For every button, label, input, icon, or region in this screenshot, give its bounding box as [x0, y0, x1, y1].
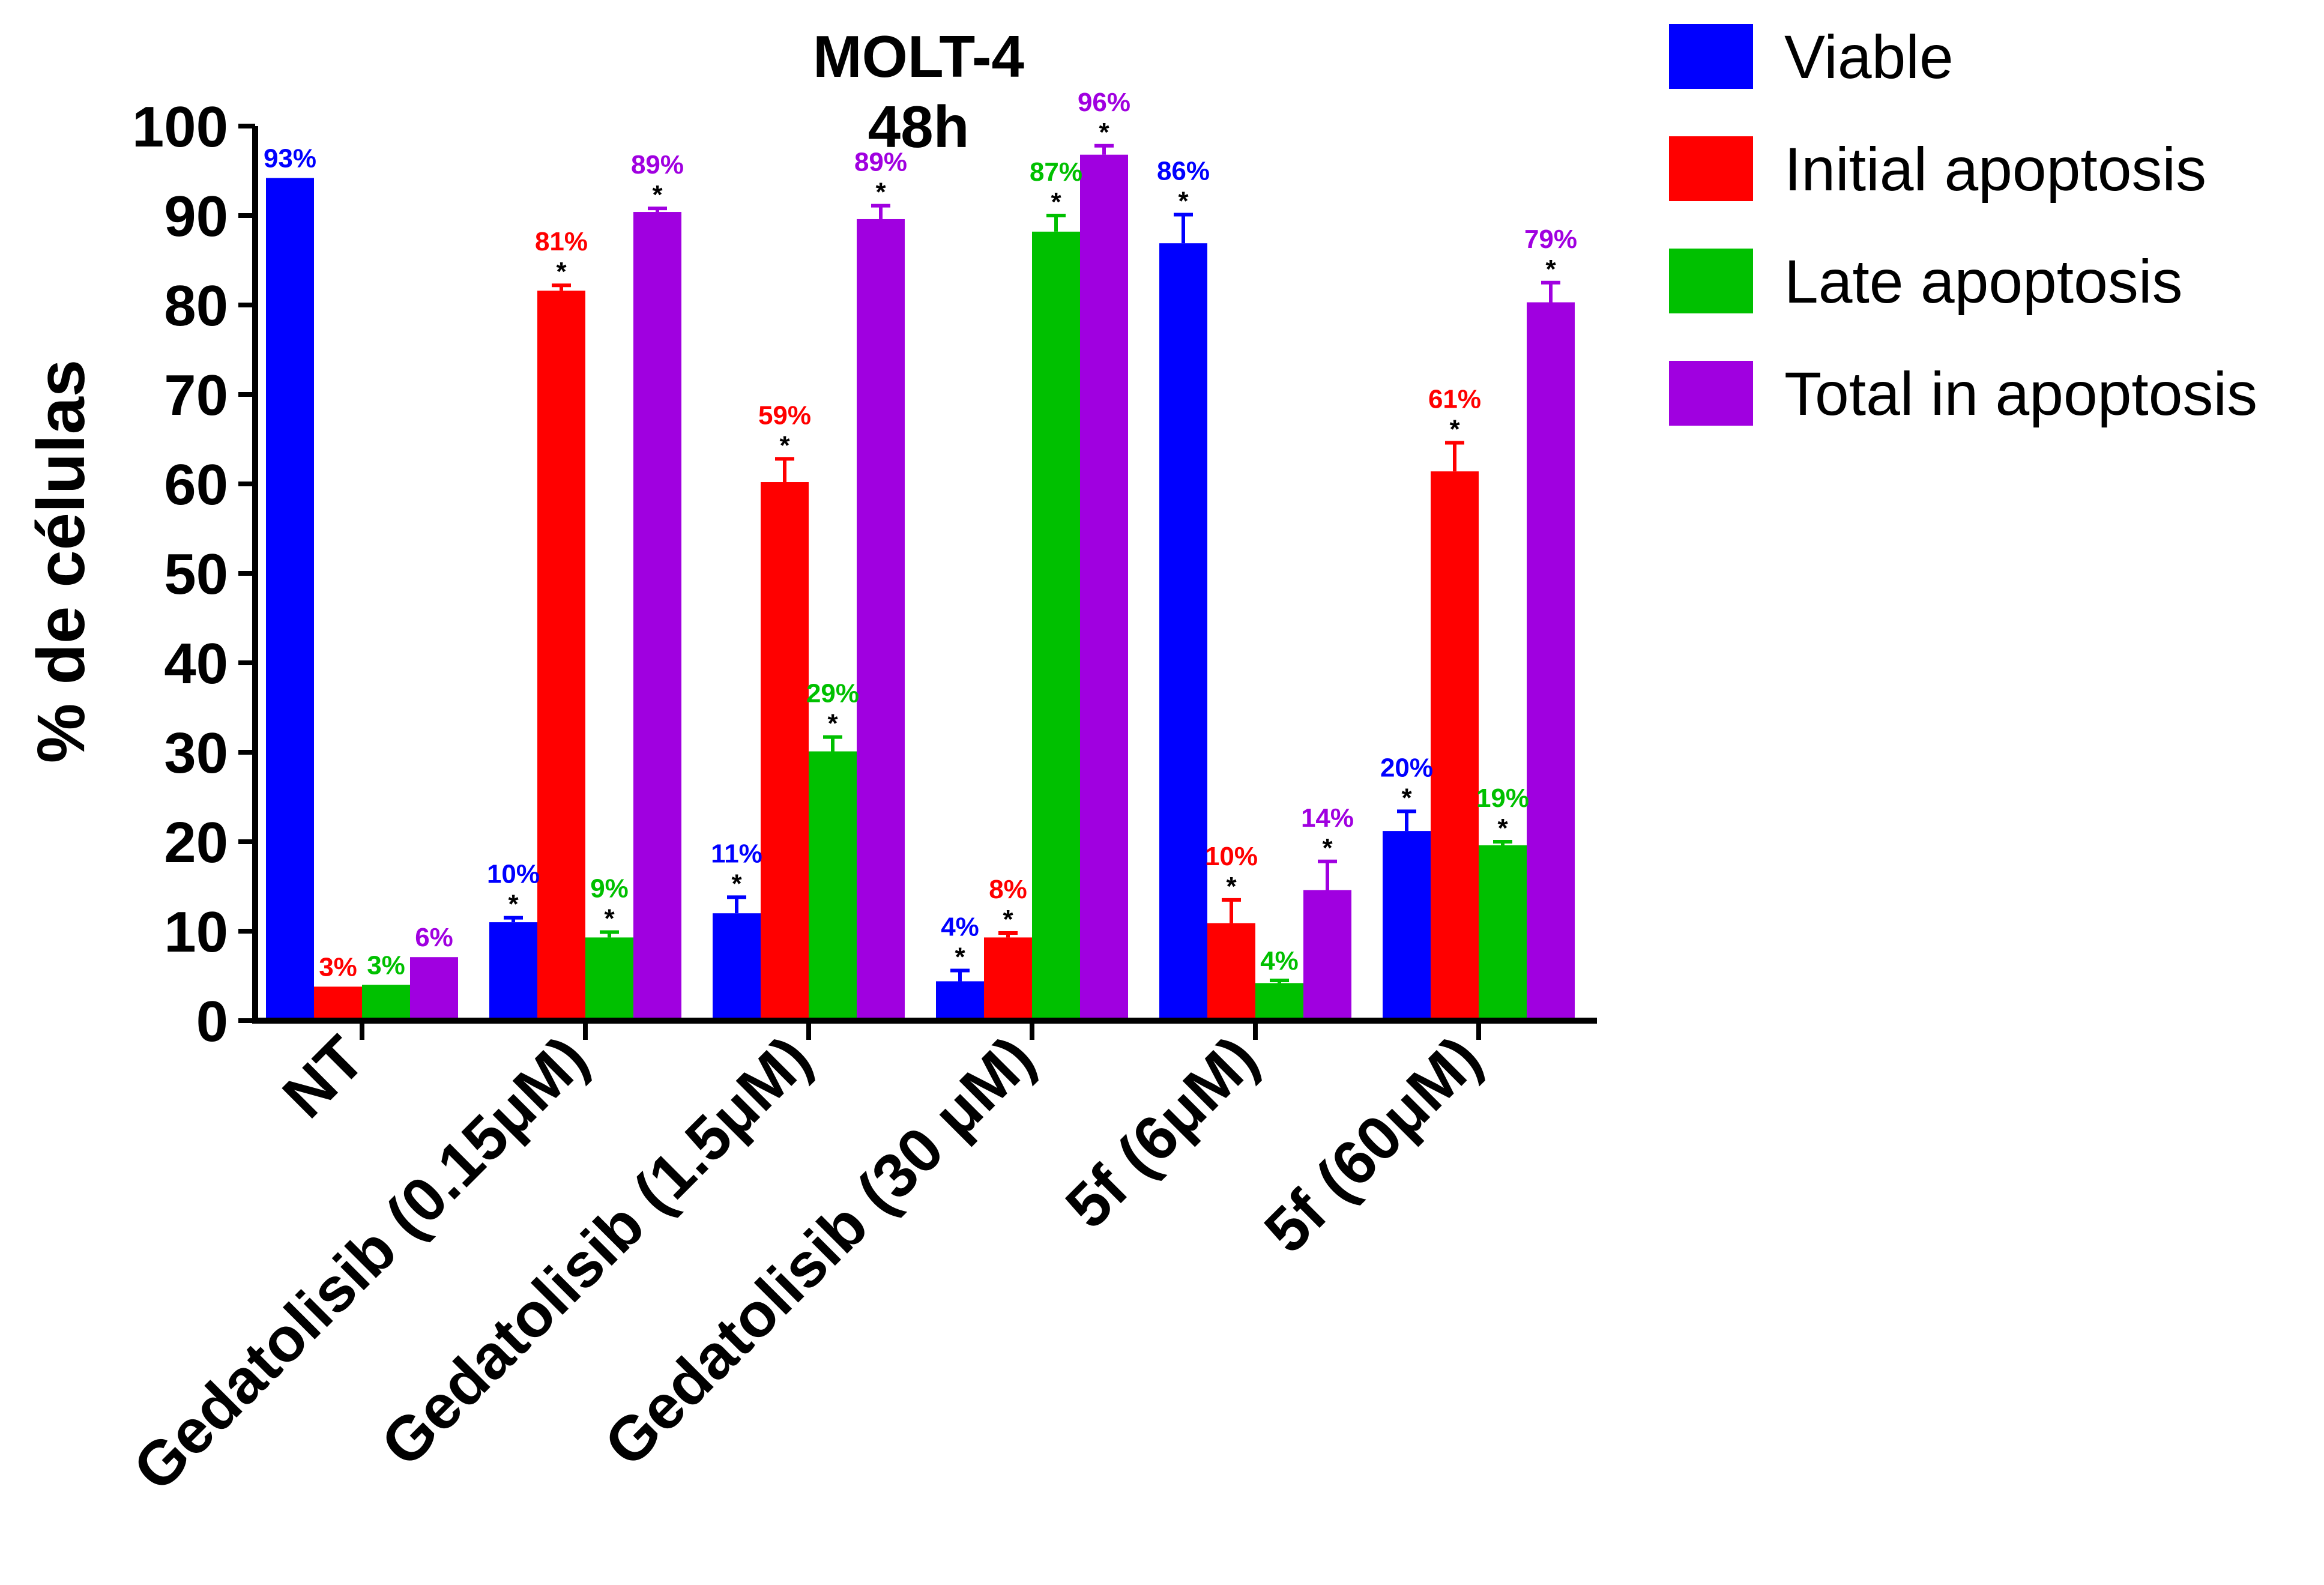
data-label-2-0: 3% — [367, 950, 405, 980]
data-label-0-3: 4% — [941, 913, 979, 942]
significance-star-2-2: * — [827, 709, 838, 738]
chart-title: MOLT-4 — [813, 23, 1024, 89]
significance-star-1-1: * — [556, 257, 567, 286]
bar-1-1 — [537, 291, 585, 1021]
bar-3-1 — [633, 212, 681, 1021]
legend-label-3: Total in apoptosis — [1784, 360, 2257, 428]
legend-label-1: Initial apoptosis — [1784, 135, 2206, 204]
bar-2-0 — [362, 985, 410, 1021]
data-label-2-2: 29% — [806, 679, 859, 708]
bar-0-1 — [489, 922, 537, 1021]
significance-star-2-1: * — [604, 904, 615, 933]
significance-star-1-3: * — [1003, 905, 1013, 934]
significance-star-3-1: * — [652, 180, 663, 210]
data-label-0-0: 93% — [264, 143, 316, 173]
data-label-2-4: 4% — [1260, 946, 1299, 976]
data-label-0-4: 86% — [1157, 157, 1210, 186]
data-label-3-2: 89% — [854, 148, 907, 177]
bar-2-4 — [1255, 983, 1303, 1021]
y-tick-label-10: 100 — [132, 95, 228, 159]
data-label-1-3: 8% — [989, 875, 1027, 904]
significance-star-1-4: * — [1226, 872, 1237, 901]
bar-1-2 — [761, 482, 809, 1021]
data-label-0-1: 10% — [487, 860, 540, 889]
data-label-1-1: 81% — [535, 227, 588, 256]
significance-star-0-1: * — [508, 890, 519, 919]
y-tick-label-8: 80 — [164, 274, 228, 338]
bar-2-2 — [809, 751, 857, 1021]
data-label-1-2: 59% — [758, 400, 811, 430]
data-label-1-5: 61% — [1428, 384, 1481, 414]
legend-label-2: Late apoptosis — [1784, 247, 2183, 316]
data-label-1-0: 3% — [319, 952, 357, 982]
data-label-3-4: 14% — [1301, 803, 1354, 833]
significance-star-1-2: * — [779, 430, 790, 460]
y-tick-label-1: 10 — [164, 900, 228, 964]
significance-star-3-4: * — [1322, 833, 1333, 863]
bar-0-0 — [266, 178, 314, 1021]
bar-2-5 — [1479, 845, 1527, 1021]
significance-star-0-3: * — [955, 943, 965, 972]
significance-star-2-3: * — [1051, 187, 1061, 217]
legend: Viable Initial apoptosis Late apoptosis Tot… — [1669, 23, 2257, 428]
bar-0-3 — [936, 981, 984, 1021]
data-label-3-3: 96% — [1078, 88, 1130, 117]
error-bars-layer — [504, 143, 1560, 983]
data-label-2-5: 19% — [1476, 783, 1529, 813]
bar-2-1 — [585, 937, 633, 1021]
significance-star-0-4: * — [1178, 187, 1189, 216]
data-label-1-4: 10% — [1205, 842, 1258, 871]
bar-0-4 — [1159, 243, 1207, 1021]
bar-1-5 — [1431, 471, 1479, 1021]
y-axis-label: % de células — [23, 360, 98, 763]
y-tick-label-2: 20 — [164, 811, 228, 875]
bar-0-5 — [1383, 831, 1431, 1021]
bars-layer — [266, 154, 1575, 1021]
data-label-2-1: 9% — [590, 874, 629, 903]
data-labels-layer: 93%3% 3%6%*10%*81%*9%*89%*11%*59%*29%*89%… — [264, 88, 1577, 982]
bar-3-3 — [1080, 154, 1128, 1021]
y-tick-label-6: 60 — [164, 453, 228, 517]
y-tick-label-0: 0 — [196, 989, 228, 1054]
bar-1-0 — [314, 986, 362, 1021]
y-tick-label-7: 70 — [164, 363, 228, 427]
significance-star-3-3: * — [1099, 118, 1109, 147]
bar-3-0 — [410, 957, 458, 1021]
significance-star-0-2: * — [731, 869, 742, 898]
y-tick-label-4: 40 — [164, 632, 228, 696]
data-label-0-2: 11% — [711, 839, 762, 868]
significance-star-3-2: * — [875, 178, 886, 207]
bar-0-2 — [713, 913, 761, 1021]
significance-star-0-5: * — [1401, 783, 1412, 812]
data-label-2-3: 87% — [1030, 157, 1082, 187]
bar-1-4 — [1207, 923, 1255, 1021]
significance-star-1-5: * — [1449, 414, 1460, 444]
legend-swatch-0 — [1669, 24, 1753, 89]
data-label-3-5: 79% — [1524, 225, 1577, 254]
significance-star-3-5: * — [1545, 255, 1556, 284]
significance-star-2-5: * — [1497, 814, 1508, 843]
legend-swatch-1 — [1669, 136, 1753, 201]
y-tick-label-3: 30 — [164, 721, 228, 785]
chart-subtitle: 48h — [868, 94, 970, 160]
legend-swatch-3 — [1669, 361, 1753, 426]
bar-3-2 — [857, 219, 905, 1021]
bar-2-3 — [1032, 231, 1080, 1021]
bar-3-5 — [1527, 302, 1575, 1021]
data-label-3-0: 6% — [415, 923, 453, 952]
y-tick-label-9: 90 — [164, 184, 228, 249]
y-tick-label-5: 50 — [164, 542, 228, 606]
data-label-0-5: 20% — [1380, 753, 1433, 782]
legend-label-0: Viable — [1784, 23, 1954, 91]
data-label-3-1: 89% — [631, 150, 684, 180]
legend-swatch-2 — [1669, 249, 1753, 313]
bar-3-4 — [1303, 890, 1351, 1021]
bar-1-3 — [984, 937, 1032, 1021]
y-ticks-layer: 0 10 20 30 40 50 60 70 80 90 100 — [132, 95, 255, 1054]
